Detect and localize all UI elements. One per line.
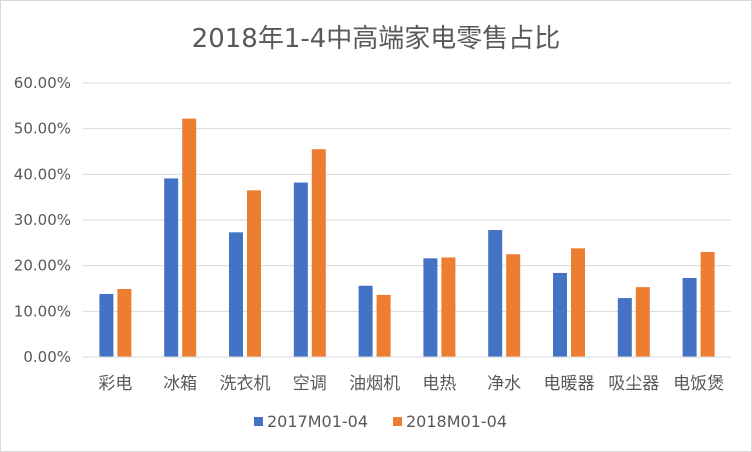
bar-2018	[441, 257, 456, 357]
x-category-label: 彩电	[98, 374, 132, 394]
y-tick-label: 30.00%	[14, 211, 71, 229]
y-tick-label: 40.00%	[14, 165, 71, 183]
gridlines	[83, 82, 731, 312]
x-axis-categories: 彩电 冰箱 洗衣机 空调 油烟机 电热 净水 电暖器 吸尘器 电饭煲	[98, 374, 724, 394]
x-category-label: 洗衣机	[220, 374, 271, 394]
bar-2018	[700, 251, 715, 357]
bar-2017	[617, 298, 632, 357]
y-tick-label: 0.00%	[23, 348, 71, 366]
y-axis-ticks: 0.00% 10.00% 20.00% 30.00% 40.00% 50.00% 60.00…	[14, 74, 71, 366]
bar-2018	[506, 254, 521, 357]
chart-title: 2018年1-4中高端家电零售占比	[192, 24, 561, 54]
bar-2017	[229, 232, 243, 357]
x-category-label: 空调	[293, 374, 327, 394]
y-tick-label: 60.00%	[14, 74, 71, 92]
bar-2017	[164, 178, 179, 357]
bar-2018	[311, 149, 326, 357]
x-category-label: 吸尘器	[608, 374, 659, 394]
x-category-label: 净水	[487, 374, 521, 394]
bar-2018	[182, 118, 197, 358]
bar-2017	[553, 272, 567, 357]
bar-2017	[423, 258, 438, 357]
legend-swatch	[254, 417, 263, 426]
legend-label: 2017M01-04	[267, 412, 368, 431]
bar-2018	[571, 248, 585, 357]
legend-swatch	[393, 417, 402, 426]
legend-label: 2018M01-04	[406, 412, 507, 431]
bar-2017	[682, 277, 697, 357]
bar-2017	[99, 293, 114, 357]
x-category-label: 电饭煲	[673, 374, 724, 394]
bar-2017	[488, 230, 503, 357]
legend: 2017M01-04 2018M01-04	[254, 412, 507, 431]
y-tick-label: 10.00%	[14, 302, 71, 320]
bar-2018	[376, 294, 391, 357]
bar-2017	[358, 285, 373, 357]
bar-2018	[247, 190, 261, 357]
x-category-label: 电热	[422, 374, 456, 394]
x-category-label: 油烟机	[349, 374, 400, 394]
bar-2017	[293, 182, 308, 357]
y-tick-label: 20.00%	[14, 257, 71, 275]
x-category-label: 冰箱	[163, 374, 197, 394]
x-category-label: 电暖器	[544, 374, 595, 394]
bar-2018	[635, 287, 650, 357]
bars	[99, 118, 715, 358]
bar-2018	[117, 288, 132, 357]
y-tick-label: 50.00%	[14, 120, 71, 138]
